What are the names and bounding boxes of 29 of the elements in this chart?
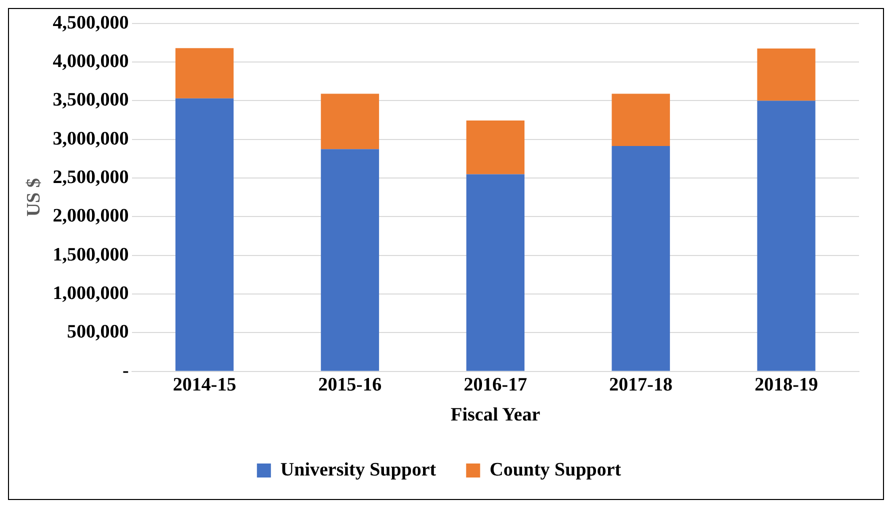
y-axis-title: US $ <box>23 178 44 217</box>
bar <box>757 48 816 101</box>
y-tick-label: 4,000,000 <box>52 50 129 72</box>
y-tick-label: 3,500,000 <box>52 90 129 111</box>
legend-label: County Support <box>490 459 622 480</box>
y-tick-label: 3,000,000 <box>52 128 129 150</box>
y-tick-label: 2,000,000 <box>52 206 129 227</box>
bar <box>757 100 816 371</box>
y-tick-label: 2,500,000 <box>52 166 129 188</box>
bar <box>175 98 234 371</box>
x-tick-label: 2015-16 <box>318 374 382 396</box>
y-tick-label: 1,000,000 <box>52 282 129 304</box>
bar <box>466 174 524 371</box>
bar <box>320 149 380 371</box>
bar <box>466 120 524 174</box>
bar <box>320 94 380 150</box>
bar <box>612 146 670 371</box>
bar <box>175 48 234 98</box>
bar <box>612 94 670 146</box>
legend-label: University Support <box>280 459 437 480</box>
y-tick-label: 4,500,000 <box>52 12 129 34</box>
x-axis-title: Fiscal Year <box>450 404 541 426</box>
x-tick-label: 2018-19 <box>754 374 818 396</box>
x-tick-label: 2017-18 <box>609 374 673 396</box>
y-tick-label: 500,000 <box>67 322 129 343</box>
x-tick-label: 2016-17 <box>464 374 528 396</box>
y-tick-label: - <box>122 360 129 382</box>
x-tick-label: 2014-15 <box>172 374 236 396</box>
y-tick-label: 1,500,000 <box>52 244 129 266</box>
